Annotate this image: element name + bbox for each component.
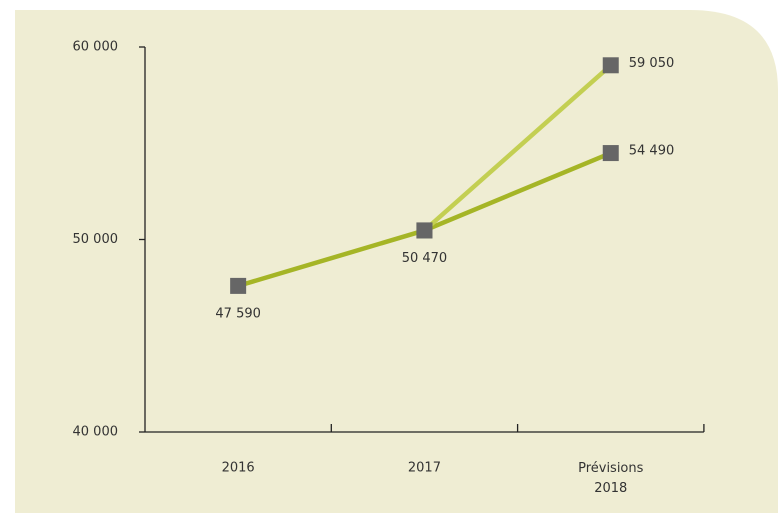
marker [230, 277, 247, 294]
data-label: 54 490 [629, 144, 675, 159]
marker [602, 57, 619, 74]
y-tick-label: 40 000 [73, 425, 119, 440]
data-label: 47 590 [215, 306, 261, 321]
y-tick-label: 60 000 [73, 40, 119, 55]
x-tick-label: Prévisions 2018 [578, 461, 644, 496]
data-label: 50 470 [402, 251, 448, 266]
data-label: 59 050 [629, 56, 675, 71]
x-tick-label: 2017 [408, 461, 441, 476]
line [422, 63, 613, 233]
y-tick-label: 50 000 [73, 232, 119, 247]
background [15, 10, 778, 513]
marker [416, 222, 433, 239]
marker [602, 145, 619, 162]
x-tick-label: 2016 [222, 461, 255, 476]
